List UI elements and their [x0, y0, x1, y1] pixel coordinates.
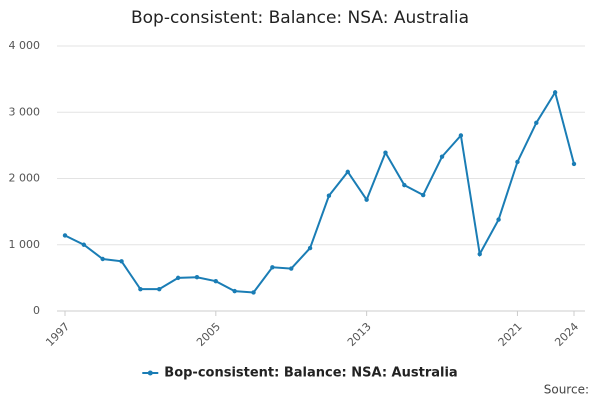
- source: Source:: [544, 383, 589, 397]
- point: [100, 256, 105, 262]
- point: [289, 266, 294, 271]
- point: [534, 120, 539, 126]
- point: [307, 245, 313, 251]
- y-tick-label: 4 000: [9, 39, 41, 52]
- point: [81, 242, 87, 247]
- point: [270, 265, 275, 270]
- point: [251, 290, 256, 295]
- point: [439, 154, 445, 159]
- point: [326, 193, 332, 198]
- point: [138, 286, 143, 292]
- point: [458, 133, 464, 138]
- point: [157, 286, 162, 292]
- x-tick-label: 2021: [496, 320, 525, 349]
- y-tick-label: 3 000: [9, 105, 41, 118]
- legend-label: Bop-consistent: Balance: NSA: Australia: [164, 366, 457, 381]
- chart-title: Bop-consistent: Balance: NSA: Australia: [131, 8, 469, 28]
- legend-marker: [147, 370, 153, 376]
- y-tick-label: 2 000: [9, 172, 41, 185]
- point: [571, 161, 577, 167]
- point: [402, 182, 407, 188]
- y-tick-label: 0: [33, 304, 40, 317]
- y-tick-label: 1 000: [9, 238, 41, 251]
- point: [175, 275, 181, 281]
- point: [420, 192, 426, 198]
- point: [383, 150, 388, 155]
- point: [213, 278, 219, 284]
- point: [119, 259, 124, 264]
- point: [477, 251, 482, 257]
- point: [496, 217, 501, 222]
- series-line: [64, 89, 575, 294]
- point: [232, 288, 237, 294]
- point: [515, 159, 520, 165]
- point: [364, 197, 369, 202]
- point: [345, 169, 350, 175]
- x-tick-label: 2013: [345, 320, 374, 349]
- point: [194, 275, 200, 280]
- x-tick-label: 2005: [194, 320, 223, 349]
- x-tick-label: 2024: [552, 320, 581, 349]
- x-tick-label: 1997: [43, 320, 72, 349]
- point: [552, 90, 558, 95]
- point: [62, 233, 68, 238]
